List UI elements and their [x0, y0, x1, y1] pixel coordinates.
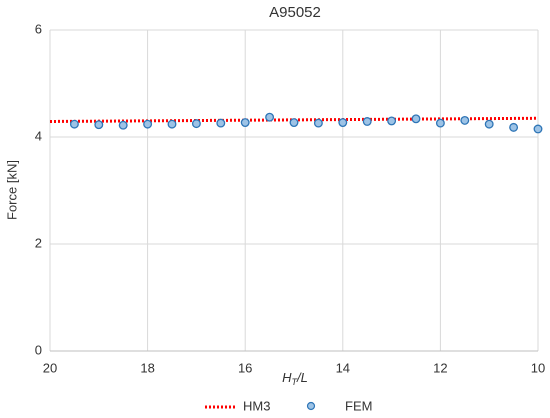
- x-tick-label: 18: [140, 360, 154, 375]
- y-axis-label: Force [kN]: [4, 160, 19, 220]
- data-point: [118, 120, 128, 130]
- data-point: [338, 118, 348, 128]
- data-point: [94, 120, 104, 130]
- data-point: [484, 119, 494, 129]
- data-point: [411, 114, 421, 124]
- x-axis-label: HT/L: [282, 370, 308, 387]
- x-label-part: T: [292, 377, 299, 387]
- legend-label: FEM: [345, 398, 372, 413]
- x-tick-label: 16: [238, 360, 252, 375]
- x-tick-label: 20: [43, 360, 57, 375]
- x-tick-label: 14: [336, 360, 350, 375]
- y-tick-label: 6: [35, 21, 42, 36]
- data-point: [289, 118, 299, 128]
- legend-swatch: [306, 401, 316, 411]
- data-point: [69, 119, 79, 129]
- data-point: [216, 118, 226, 128]
- data-point: [435, 118, 445, 128]
- data-point: [533, 124, 543, 134]
- x-label-part: H: [282, 370, 292, 385]
- data-point: [460, 115, 470, 125]
- x-tick-label: 12: [433, 360, 447, 375]
- data-point: [509, 122, 519, 132]
- data-point: [362, 117, 372, 126]
- y-tick-label: 0: [35, 342, 42, 357]
- data-point: [387, 116, 397, 126]
- x-label-part: /L: [296, 370, 308, 385]
- chart-title: A95052: [269, 4, 321, 21]
- data-point: [240, 118, 250, 128]
- data-point: [191, 119, 201, 129]
- legend-label: HM3: [243, 398, 270, 413]
- y-tick-label: 2: [35, 235, 42, 250]
- data-point: [265, 112, 275, 122]
- x-tick-label: 10: [531, 360, 545, 375]
- data-point: [313, 118, 323, 128]
- data-point: [167, 119, 177, 129]
- y-tick-label: 4: [35, 128, 42, 143]
- data-point: [143, 119, 153, 129]
